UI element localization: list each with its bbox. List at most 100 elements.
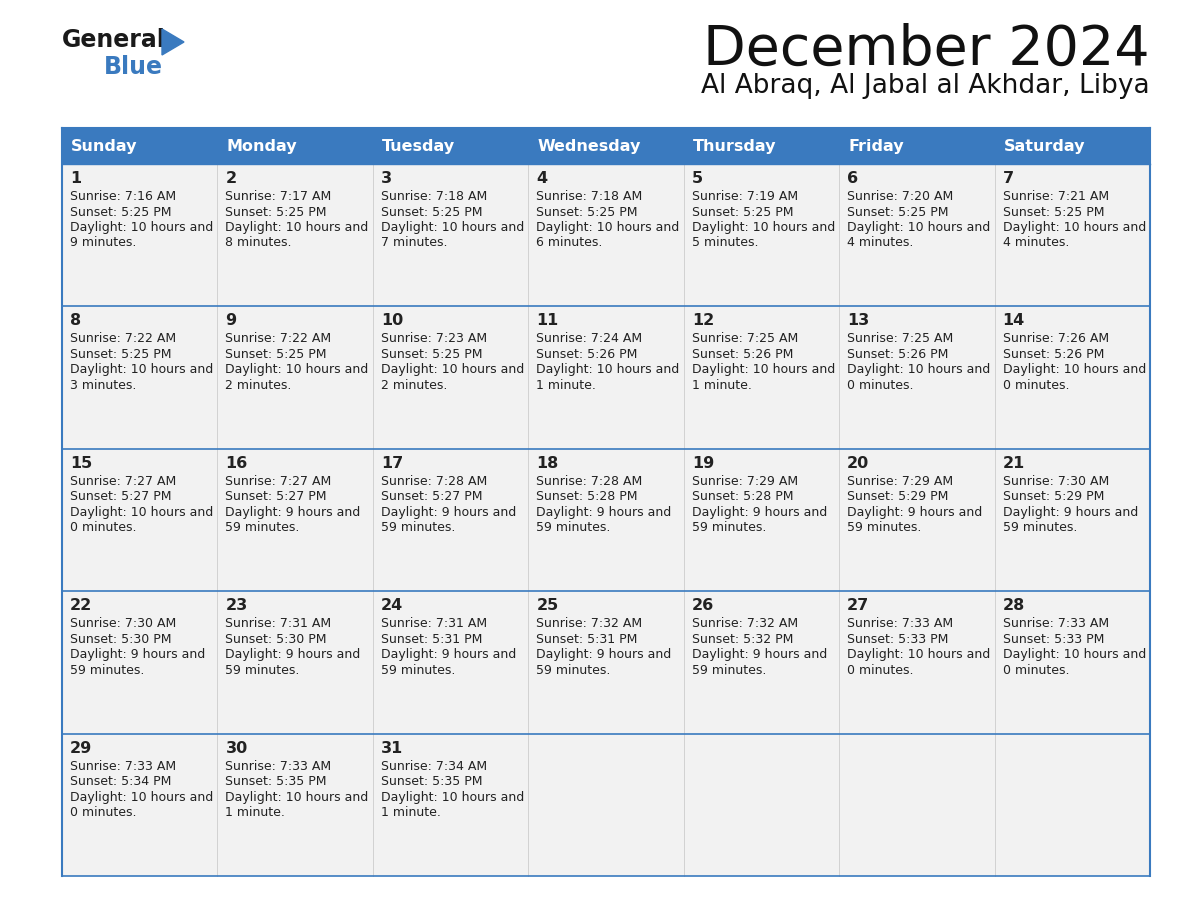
Text: Sunrise: 7:33 AM: Sunrise: 7:33 AM	[847, 617, 953, 630]
Bar	[373, 733, 529, 876]
Text: 20: 20	[847, 456, 870, 471]
Text: 24: 24	[381, 599, 403, 613]
Text: Sunset: 5:26 PM: Sunset: 5:26 PM	[1003, 348, 1104, 361]
Text: 11: 11	[536, 313, 558, 329]
Text: 5 minutes.: 5 minutes.	[691, 237, 758, 250]
Text: Daylight: 10 hours and: Daylight: 10 hours and	[847, 221, 991, 234]
Bar	[62, 733, 217, 876]
Text: 12: 12	[691, 313, 714, 329]
Text: Sunrise: 7:25 AM: Sunrise: 7:25 AM	[847, 332, 954, 345]
Bar	[217, 733, 373, 876]
Text: 0 minutes.: 0 minutes.	[1003, 379, 1069, 392]
Text: 1 minute.: 1 minute.	[691, 379, 752, 392]
Text: Sunset: 5:28 PM: Sunset: 5:28 PM	[536, 490, 638, 503]
Text: Sunrise: 7:27 AM: Sunrise: 7:27 AM	[70, 475, 176, 487]
Text: Daylight: 10 hours and: Daylight: 10 hours and	[691, 221, 835, 234]
Text: Sunrise: 7:29 AM: Sunrise: 7:29 AM	[691, 475, 798, 487]
Text: 59 minutes.: 59 minutes.	[226, 664, 299, 677]
Text: 59 minutes.: 59 minutes.	[70, 664, 145, 677]
Text: Sunset: 5:25 PM: Sunset: 5:25 PM	[70, 206, 171, 218]
Text: 26: 26	[691, 599, 714, 613]
Text: Sunrise: 7:21 AM: Sunrise: 7:21 AM	[1003, 190, 1108, 203]
Text: Sunset: 5:32 PM: Sunset: 5:32 PM	[691, 633, 794, 645]
Text: Sunset: 5:31 PM: Sunset: 5:31 PM	[536, 633, 638, 645]
Bar	[839, 733, 994, 876]
Text: Sunrise: 7:20 AM: Sunrise: 7:20 AM	[847, 190, 954, 203]
Text: 10: 10	[381, 313, 403, 329]
Text: Daylight: 9 hours and: Daylight: 9 hours and	[381, 506, 516, 519]
Bar	[529, 164, 684, 307]
Text: Sunrise: 7:18 AM: Sunrise: 7:18 AM	[536, 190, 643, 203]
Text: Sunrise: 7:28 AM: Sunrise: 7:28 AM	[381, 475, 487, 487]
Text: 21: 21	[1003, 456, 1025, 471]
Text: Daylight: 10 hours and: Daylight: 10 hours and	[1003, 221, 1145, 234]
Text: 59 minutes.: 59 minutes.	[536, 521, 611, 534]
Bar	[217, 591, 373, 733]
Text: 14: 14	[1003, 313, 1025, 329]
Text: Sunrise: 7:33 AM: Sunrise: 7:33 AM	[70, 759, 176, 773]
Text: Sunset: 5:27 PM: Sunset: 5:27 PM	[226, 490, 327, 503]
Bar	[839, 449, 994, 591]
Text: Sunset: 5:35 PM: Sunset: 5:35 PM	[381, 775, 482, 788]
Bar	[839, 591, 994, 733]
Text: 29: 29	[70, 741, 93, 756]
Text: Sunset: 5:25 PM: Sunset: 5:25 PM	[381, 206, 482, 218]
Text: Al Abraq, Al Jabal al Akhdar, Libya: Al Abraq, Al Jabal al Akhdar, Libya	[701, 73, 1150, 99]
Text: 0 minutes.: 0 minutes.	[70, 806, 137, 819]
Text: 31: 31	[381, 741, 403, 756]
Bar	[62, 449, 217, 591]
Text: 0 minutes.: 0 minutes.	[70, 521, 137, 534]
Text: Sunset: 5:27 PM: Sunset: 5:27 PM	[70, 490, 171, 503]
Bar	[839, 307, 994, 449]
Bar	[994, 733, 1150, 876]
Text: Daylight: 10 hours and: Daylight: 10 hours and	[70, 506, 214, 519]
Text: Daylight: 9 hours and: Daylight: 9 hours and	[847, 506, 982, 519]
Text: 19: 19	[691, 456, 714, 471]
Text: 6: 6	[847, 171, 858, 186]
Bar	[684, 591, 839, 733]
Text: Sunday: Sunday	[71, 139, 138, 153]
Text: 2: 2	[226, 171, 236, 186]
Text: 7 minutes.: 7 minutes.	[381, 237, 448, 250]
Bar	[529, 733, 684, 876]
Text: 0 minutes.: 0 minutes.	[847, 664, 914, 677]
Bar	[684, 307, 839, 449]
Text: Daylight: 10 hours and: Daylight: 10 hours and	[70, 364, 214, 376]
Text: Sunset: 5:35 PM: Sunset: 5:35 PM	[226, 775, 327, 788]
Text: Sunset: 5:25 PM: Sunset: 5:25 PM	[70, 348, 171, 361]
Text: General: General	[62, 28, 166, 52]
Text: 15: 15	[70, 456, 93, 471]
Text: 16: 16	[226, 456, 247, 471]
Text: Sunrise: 7:19 AM: Sunrise: 7:19 AM	[691, 190, 798, 203]
Text: Sunset: 5:26 PM: Sunset: 5:26 PM	[847, 348, 948, 361]
Text: 8: 8	[70, 313, 81, 329]
Text: Sunset: 5:33 PM: Sunset: 5:33 PM	[1003, 633, 1104, 645]
Bar	[62, 128, 1150, 164]
Text: Daylight: 10 hours and: Daylight: 10 hours and	[70, 221, 214, 234]
Bar	[994, 449, 1150, 591]
Text: 7: 7	[1003, 171, 1013, 186]
Bar	[684, 164, 839, 307]
Text: Daylight: 10 hours and: Daylight: 10 hours and	[381, 364, 524, 376]
Bar	[62, 164, 217, 307]
Bar	[217, 449, 373, 591]
Text: Sunrise: 7:24 AM: Sunrise: 7:24 AM	[536, 332, 643, 345]
Text: 8 minutes.: 8 minutes.	[226, 237, 292, 250]
Text: Sunset: 5:25 PM: Sunset: 5:25 PM	[536, 206, 638, 218]
Text: Sunrise: 7:26 AM: Sunrise: 7:26 AM	[1003, 332, 1108, 345]
Bar	[529, 591, 684, 733]
Text: Daylight: 10 hours and: Daylight: 10 hours and	[847, 648, 991, 661]
Text: Sunrise: 7:25 AM: Sunrise: 7:25 AM	[691, 332, 798, 345]
Text: Sunset: 5:26 PM: Sunset: 5:26 PM	[536, 348, 638, 361]
Text: Sunset: 5:30 PM: Sunset: 5:30 PM	[226, 633, 327, 645]
Bar	[373, 164, 529, 307]
Text: 1 minute.: 1 minute.	[536, 379, 596, 392]
Text: Daylight: 10 hours and: Daylight: 10 hours and	[1003, 364, 1145, 376]
Text: Daylight: 9 hours and: Daylight: 9 hours and	[536, 506, 671, 519]
Bar	[217, 164, 373, 307]
Text: 1 minute.: 1 minute.	[226, 806, 285, 819]
Text: Daylight: 10 hours and: Daylight: 10 hours and	[226, 364, 368, 376]
Text: Daylight: 9 hours and: Daylight: 9 hours and	[536, 648, 671, 661]
Text: 4 minutes.: 4 minutes.	[1003, 237, 1069, 250]
Text: Wednesday: Wednesday	[537, 139, 640, 153]
